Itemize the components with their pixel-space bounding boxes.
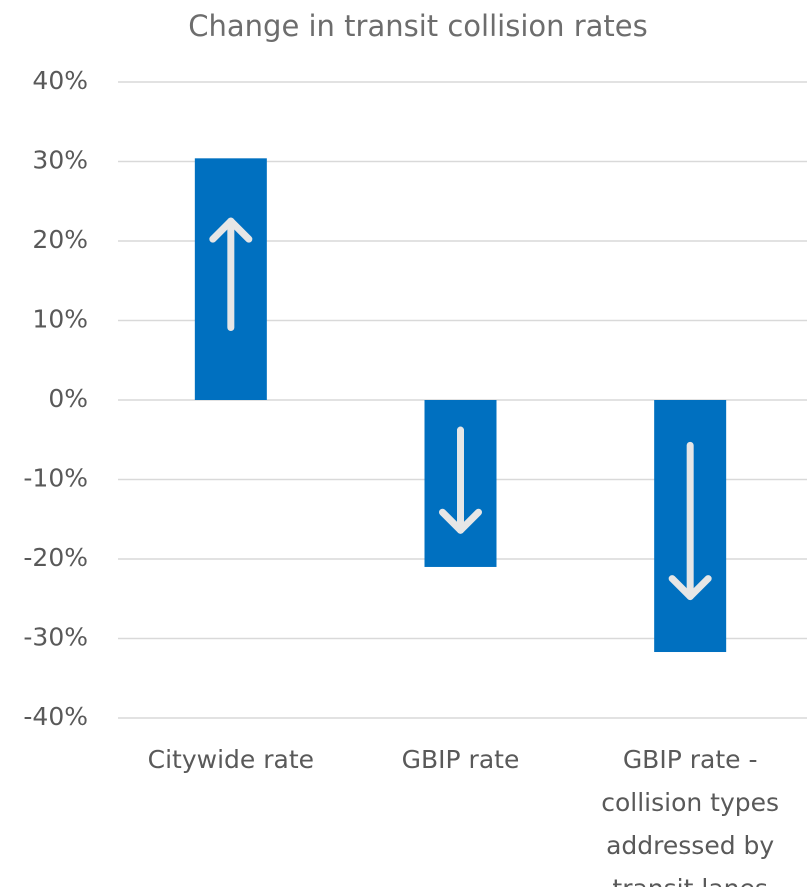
x-tick-label: GBIP rate — [401, 745, 520, 774]
chart-title: Change in transit collision rates — [188, 9, 647, 43]
y-tick-label: -10% — [23, 464, 88, 493]
arrow-head — [209, 217, 253, 243]
x-tick-label: Citywide rate — [147, 745, 315, 774]
y-tick-label: -30% — [23, 623, 88, 652]
y-tick-label: 0% — [48, 384, 88, 413]
y-tick-label: -20% — [23, 543, 88, 572]
x-tick-label: GBIP rate - collision types addressed by… — [601, 745, 780, 887]
y-tick-label: 30% — [32, 146, 88, 175]
arrow-head — [439, 508, 482, 534]
y-tick-label: -40% — [23, 702, 88, 731]
arrow-head — [668, 575, 712, 601]
y-tick-label: 20% — [32, 225, 88, 254]
y-tick-label: 40% — [32, 66, 88, 95]
y-tick-label: 10% — [32, 305, 88, 334]
